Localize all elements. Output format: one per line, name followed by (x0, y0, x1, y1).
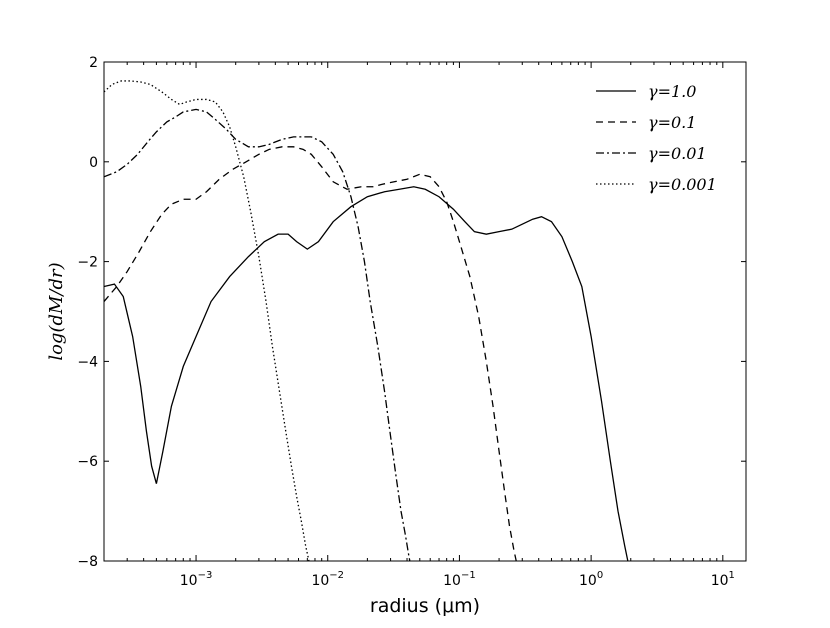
legend: γ=1.0 γ=0.1 γ=0.01 γ=0.001 (596, 82, 717, 194)
x-tick-label: 101 (711, 570, 735, 589)
y-tick-label: 0 (89, 155, 98, 171)
y-tick-label: −2 (77, 255, 98, 271)
series-line-3 (104, 80, 310, 561)
x-axis-label: radius (μm) (370, 595, 480, 617)
y-tick-label: −8 (77, 554, 98, 570)
series-line-1 (104, 146, 517, 561)
ticks-layer: 2 0 −2 −4 −6 −8 10−3 10−2 10−1 100 101 (77, 55, 746, 589)
y-tick-label: 2 (89, 55, 98, 71)
plot-frame (103, 61, 747, 562)
legend-label-1: γ=0.1 (648, 113, 696, 132)
y-tick-label: −6 (77, 454, 98, 470)
x-tick-label: 100 (579, 570, 603, 589)
series-layer (104, 80, 629, 561)
x-tick-label: 10−2 (311, 570, 344, 589)
legend-label-2: γ=0.01 (648, 144, 707, 163)
y-tick-label: −4 (77, 354, 98, 370)
x-tick-label: 10−1 (443, 570, 476, 589)
x-tick-label: 10−3 (180, 570, 213, 589)
legend-label-0: γ=1.0 (648, 82, 696, 101)
series-line-0 (104, 186, 629, 561)
legend-label-3: γ=0.001 (648, 175, 717, 194)
series-line-2 (104, 108, 411, 561)
y-axis-label: log(dM/dr) (46, 262, 67, 360)
